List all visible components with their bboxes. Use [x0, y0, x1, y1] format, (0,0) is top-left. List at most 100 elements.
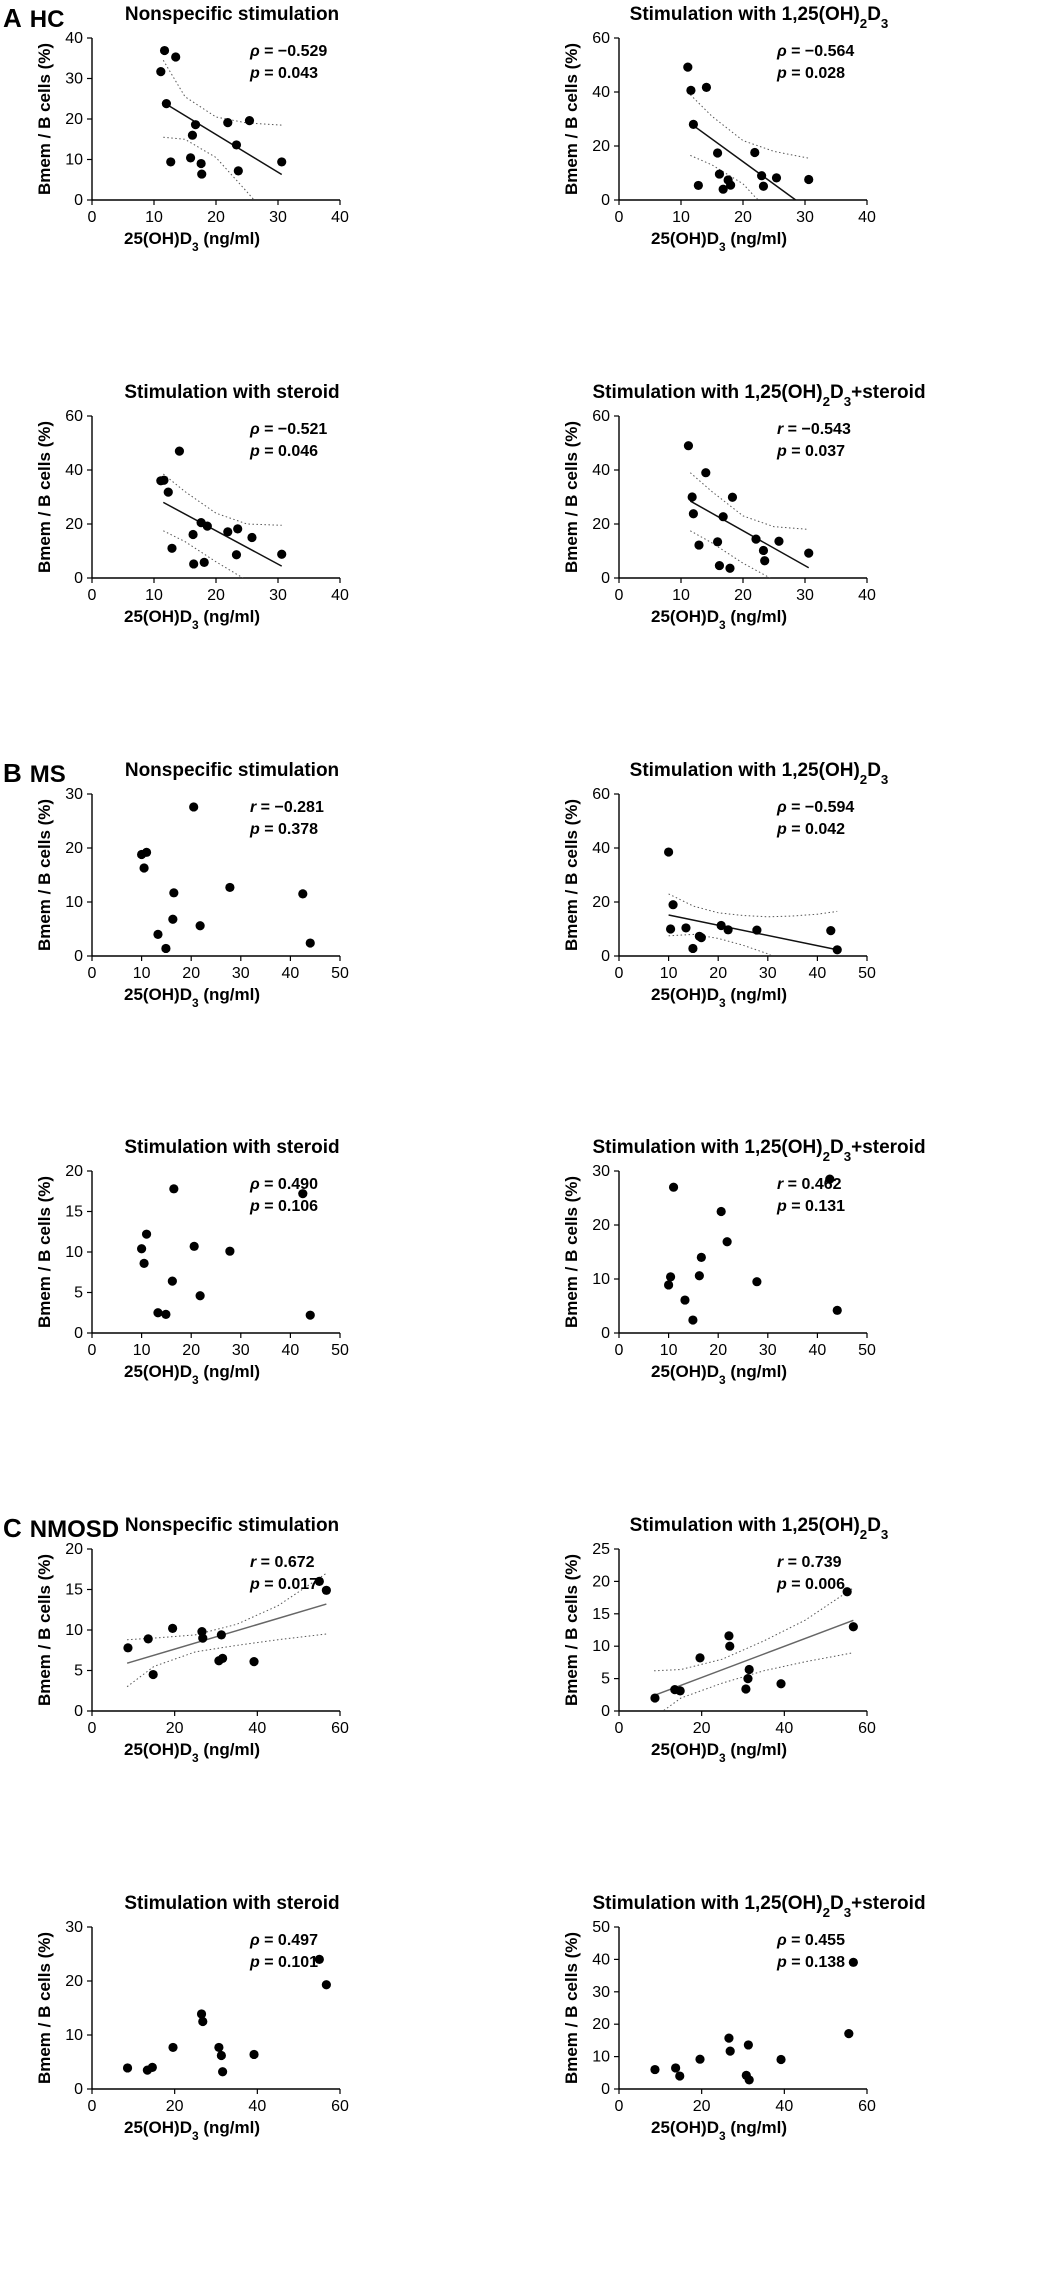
y-axis-label: Bmem / B cells (%): [562, 1554, 581, 1706]
data-point: [197, 169, 207, 179]
data-point: [716, 1206, 726, 1217]
x-tick-label: 20: [207, 587, 225, 604]
y-tick-label: 30: [592, 1163, 610, 1180]
y-tick-label: 20: [592, 138, 610, 155]
y-tick-label: 15: [65, 1204, 83, 1221]
data-point: [168, 914, 178, 924]
y-tick-label: 10: [65, 152, 83, 169]
data-point: [167, 543, 177, 553]
x-tick-label: 0: [88, 587, 97, 604]
stat-p-value: p = 0.046: [249, 443, 318, 460]
scatter-plot: Stimulation with 1,25(OH)2D3+steroid 0 20 4…: [562, 382, 926, 632]
y-axis-label: Bmem / B cells (%): [562, 799, 581, 951]
x-tick-label: 0: [88, 209, 97, 226]
ci-upper-line: [162, 60, 282, 126]
data-point: [141, 1229, 152, 1239]
regression-line: [689, 500, 810, 569]
data-point: [185, 153, 196, 163]
data-point: [694, 1271, 704, 1281]
chart-title: Stimulation with 1,25(OH)2D3: [630, 760, 889, 787]
scatter-plot: Stimulation with 1,25(OH)2D3+steroid 0 10 2…: [562, 1893, 926, 2143]
scatter-plot: Stimulation with steroid 0 10 20 30 0 20 40 60 25…: [35, 1893, 349, 2143]
data-point: [716, 920, 726, 931]
section-letter: B: [3, 758, 22, 788]
regression-line: [162, 101, 283, 176]
ci-upper-line: [654, 1587, 854, 1672]
data-point: [321, 1980, 331, 1990]
chart-title: Nonspecific stimulation: [125, 1515, 339, 1536]
x-tick-label: 60: [331, 2098, 349, 2115]
x-tick-label: 60: [331, 1720, 349, 1737]
data-point: [298, 889, 308, 899]
x-tick-label: 30: [269, 587, 287, 604]
data-point: [826, 926, 836, 936]
x-axis-label: 25(OH)D3 (ng/ml): [651, 229, 787, 254]
data-point: [169, 888, 179, 898]
x-tick-label: 0: [88, 1720, 97, 1737]
y-tick-label: 60: [592, 408, 610, 425]
data-point: [714, 169, 725, 179]
data-point: [683, 62, 693, 72]
data-point: [743, 2040, 753, 2050]
data-point: [688, 943, 698, 954]
data-point: [664, 847, 674, 857]
y-tick-label: 20: [65, 1163, 83, 1180]
y-tick-label: 20: [592, 1217, 610, 1234]
data-point: [148, 1669, 158, 1680]
data-point: [695, 2054, 705, 2064]
y-tick-label: 0: [601, 948, 610, 965]
data-point: [123, 1643, 133, 1653]
y-axis-label: Bmem / B cells (%): [35, 1554, 54, 1706]
data-point: [758, 181, 769, 191]
x-tick-label: 20: [207, 209, 225, 226]
data-point: [218, 1653, 228, 1663]
x-axis-label: 25(OH)D3 (ng/ml): [124, 229, 260, 254]
x-tick-label: 0: [88, 2098, 97, 2115]
data-point: [675, 2071, 685, 2081]
data-point: [701, 82, 712, 93]
x-tick-label: 40: [775, 2098, 793, 2115]
x-tick-label: 20: [734, 587, 752, 604]
stat-coefficient: ρ = −0.594: [776, 799, 854, 816]
chart-panel: Stimulation with steroid 0 20 40 60 0 10 20 30 40…: [0, 378, 527, 758]
x-tick-label: 50: [331, 1342, 349, 1359]
chart-title: Stimulation with 1,25(OH)2D3+steroid: [592, 1137, 925, 1164]
x-tick-label: 30: [269, 209, 287, 226]
x-tick-label: 50: [858, 965, 876, 982]
stat-coefficient: ρ = 0.490: [249, 1176, 318, 1193]
stat-p-value: p = 0.101: [249, 1954, 318, 1971]
data-point: [712, 537, 723, 547]
y-tick-label: 0: [601, 2081, 610, 2098]
data-point: [218, 2067, 228, 2077]
data-point: [305, 1310, 315, 1320]
x-tick-label: 10: [660, 965, 678, 982]
data-point: [712, 148, 723, 158]
data-point: [694, 540, 704, 550]
y-tick-label: 5: [74, 1285, 83, 1302]
data-point: [225, 1246, 235, 1256]
data-point: [723, 925, 733, 935]
data-point: [189, 559, 199, 569]
y-tick-label: 0: [601, 570, 610, 587]
stat-coefficient: r = 0.739: [777, 1554, 842, 1571]
x-tick-label: 10: [672, 587, 690, 604]
data-point: [321, 1585, 331, 1595]
y-tick-label: 40: [592, 84, 610, 101]
scatter-plot: Stimulation with steroid 0 20 40 60 0 10 20 30 40…: [35, 382, 349, 632]
stat-coefficient: ρ = 0.455: [776, 1932, 845, 1949]
x-tick-label: 50: [331, 965, 349, 982]
x-tick-label: 10: [672, 209, 690, 226]
data-point: [804, 548, 814, 558]
stat-p-value: p = 0.378: [249, 821, 318, 838]
x-tick-label: 30: [759, 965, 777, 982]
y-axis-label: Bmem / B cells (%): [35, 421, 54, 573]
scatter-plot: Stimulation with 1,25(OH)2D3 0 20 40 60 0 10 20…: [562, 4, 888, 254]
y-tick-label: 10: [65, 894, 83, 911]
data-point: [141, 847, 152, 857]
chart-title: Nonspecific stimulation: [125, 760, 339, 781]
x-tick-label: 0: [615, 1342, 624, 1359]
data-point: [161, 99, 171, 109]
data-point: [174, 446, 185, 456]
x-tick-label: 0: [615, 1720, 624, 1737]
data-point: [139, 863, 149, 873]
